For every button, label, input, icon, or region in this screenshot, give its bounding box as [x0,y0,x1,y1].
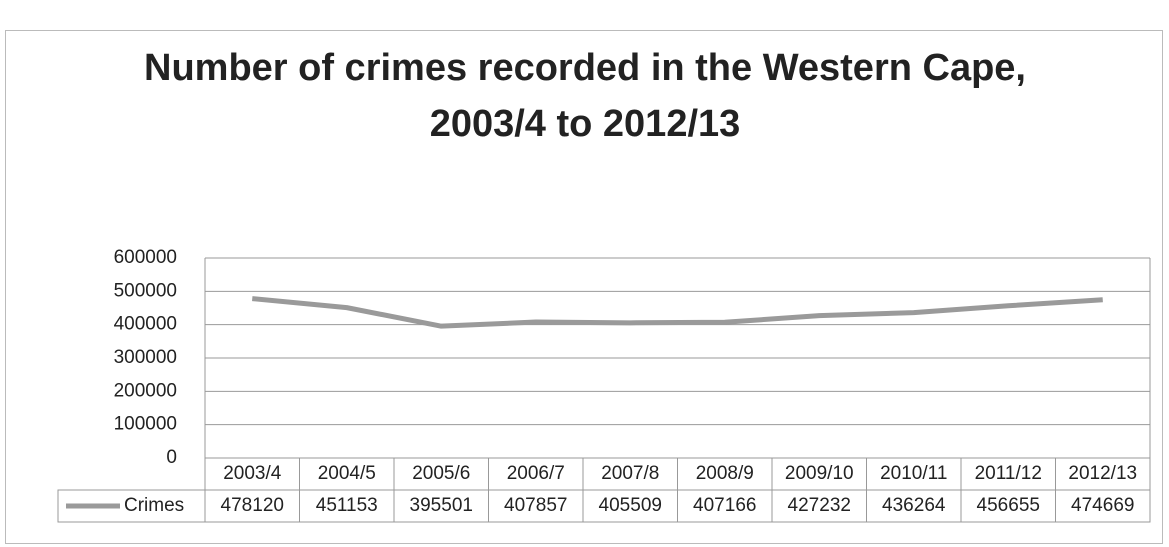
table-value: 407166 [693,495,756,516]
x-tick-label: 2009/10 [785,463,854,484]
table-value: 427232 [788,495,851,516]
x-tick-label: 2004/5 [318,463,376,484]
table-value-row [57,489,1151,523]
y-tick-label: 100000 [114,414,177,435]
x-tick-label: 2011/12 [975,463,1042,484]
y-tick-label: 300000 [114,347,177,368]
data-line [252,296,1103,329]
table-value: 456655 [977,495,1040,516]
table-value: 405509 [599,495,662,516]
x-tick-label: 2012/13 [1068,463,1137,484]
y-tick-label: 600000 [114,247,177,268]
table-value: 395501 [410,495,473,516]
y-tick-label: 500000 [114,280,177,301]
x-tick-label: 2008/9 [696,463,754,484]
x-tick-label: 2003/4 [223,463,282,484]
table-value: 451153 [316,495,378,516]
y-tick-label: 0 [166,447,177,468]
table-value: 478120 [221,495,284,516]
x-tick-label: 2005/6 [412,463,470,484]
x-tick-label: 2006/7 [507,463,565,484]
chart-title: Number of crimes recorded in the Western… [144,47,1026,145]
table-value: 474669 [1071,495,1134,516]
table-value: 407857 [504,495,567,516]
legend-label: Crimes [124,495,184,516]
y-tick-label: 400000 [114,314,177,335]
y-tick-label: 200000 [114,380,177,401]
chart-frame [5,30,1163,544]
x-tick-label: 2007/8 [601,463,659,484]
x-tick-label: 2010/11 [880,463,947,484]
table-value: 436264 [882,495,946,516]
